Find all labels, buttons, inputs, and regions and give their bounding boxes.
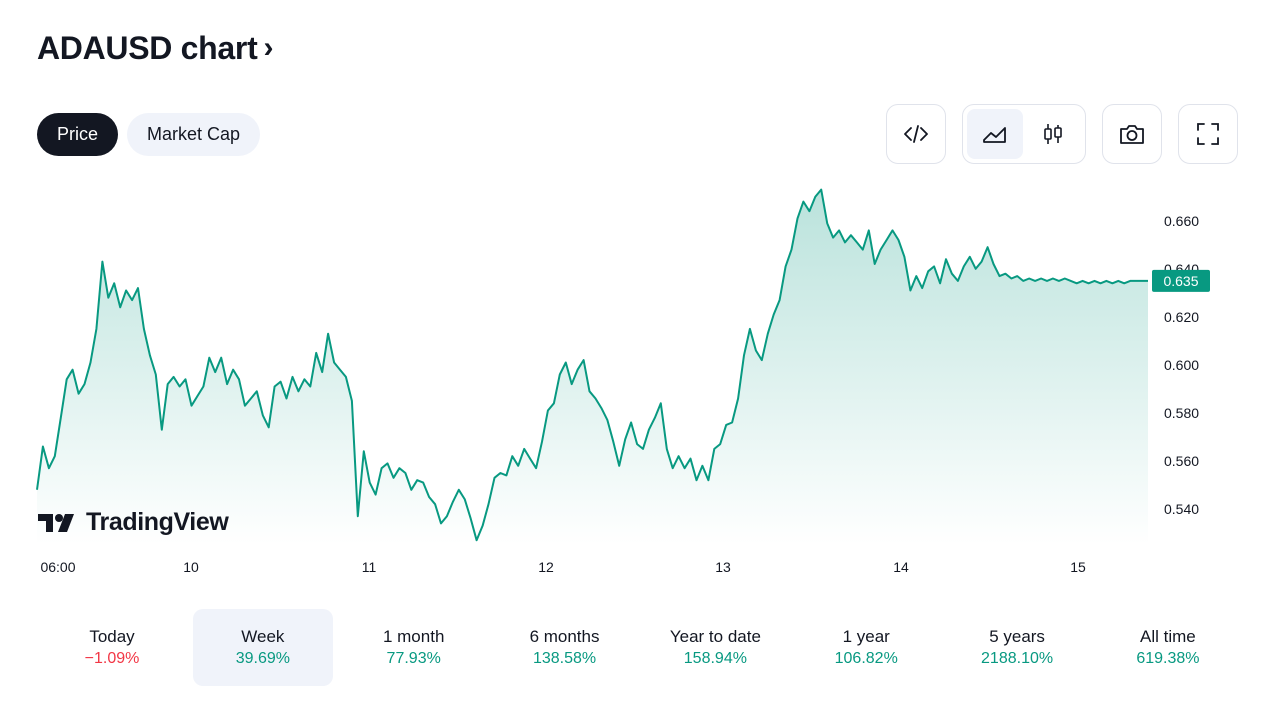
x-tick-label: 13: [715, 559, 731, 575]
period-label: 1 year: [842, 627, 890, 646]
period-change: 158.94%: [683, 650, 747, 667]
y-tick-label: 0.580: [1164, 405, 1199, 421]
snapshot-button[interactable]: [1102, 104, 1162, 164]
fullscreen-button[interactable]: [1178, 104, 1238, 164]
period-selector: Today −1.09% Week 39.69% 1 month 77.93% …: [42, 609, 1238, 686]
chart-title-link[interactable]: ADAUSD chart ›: [37, 30, 273, 67]
tab-market-cap[interactable]: Market Cap: [127, 113, 261, 156]
price-chart[interactable]: 0.660 0.640 0.620 0.600 0.580 0.560 0.540 06:0…: [0, 170, 1280, 590]
y-tick-label: 0.600: [1164, 357, 1199, 373]
x-tick-label: 11: [362, 559, 377, 575]
code-icon: [904, 125, 928, 143]
period-1-month[interactable]: 1 month 77.93%: [344, 609, 484, 686]
camera-icon: [1120, 125, 1144, 144]
x-tick-label: 12: [538, 559, 554, 575]
candlestick-icon: [1044, 124, 1062, 144]
period-today[interactable]: Today −1.09%: [42, 609, 182, 686]
area-chart-icon: [983, 127, 1006, 143]
period-label: 5 years: [989, 627, 1045, 646]
period-label: 6 months: [529, 627, 600, 646]
period-6-months[interactable]: 6 months 138.58%: [495, 609, 635, 686]
period-change: 619.38%: [1136, 650, 1200, 667]
tradingview-logo-icon: [38, 513, 74, 532]
chevron-right-icon: ›: [263, 30, 274, 64]
tradingview-logo: TradingView: [38, 508, 229, 537]
x-tick-label: 14: [893, 559, 909, 575]
period-change: −1.09%: [84, 650, 140, 667]
chart-tabs: Price Market Cap: [37, 113, 261, 156]
period-change: 2188.10%: [981, 650, 1054, 667]
tradingview-logo-text: TradingView: [86, 508, 229, 536]
chart-toolbar: [886, 104, 1238, 164]
chart-style-switch: [962, 104, 1086, 164]
current-price-tag: 0.635: [1152, 269, 1210, 292]
x-tick-label: 15: [1070, 559, 1086, 575]
tab-price[interactable]: Price: [37, 113, 119, 156]
period-1-year[interactable]: 1 year 106.82%: [796, 609, 936, 686]
period-week[interactable]: Week 39.69%: [192, 609, 333, 686]
period-label: 1 month: [382, 627, 445, 646]
current-price-label: 0.635: [1163, 273, 1198, 289]
period-change: 39.69%: [235, 650, 290, 667]
period-change: 106.82%: [834, 650, 898, 667]
x-tick-label: 06:00: [40, 559, 75, 575]
period-label: All time: [1140, 627, 1196, 646]
period-label: Today: [89, 627, 135, 646]
period-change: 77.93%: [386, 650, 441, 667]
period-5-years[interactable]: 5 years 2188.10%: [947, 609, 1087, 686]
period-change: 138.58%: [532, 650, 597, 667]
candles-style-button[interactable]: [1025, 109, 1081, 159]
price-line: [36, 188, 1148, 542]
y-tick-label: 0.560: [1164, 453, 1199, 469]
x-tick-label: 10: [183, 559, 199, 575]
period-year-to-date[interactable]: Year to date 158.94%: [645, 609, 785, 686]
y-tick-label: 0.620: [1164, 309, 1199, 325]
period-all-time[interactable]: All time 619.38%: [1098, 609, 1238, 686]
price-area-fill: [37, 189, 1148, 545]
y-tick-label: 0.660: [1164, 213, 1199, 229]
embed-button[interactable]: [886, 104, 946, 164]
period-label: Week: [241, 627, 285, 646]
page-title: ADAUSD chart: [37, 30, 258, 66]
area-style-button[interactable]: [967, 109, 1023, 159]
period-label: Year to date: [669, 627, 761, 646]
x-axis: 06:00 10 11 12 13 14 15: [40, 559, 1086, 575]
fullscreen-icon: [1197, 123, 1219, 145]
y-tick-label: 0.540: [1164, 501, 1199, 517]
current-price-badge: [1152, 269, 1210, 292]
